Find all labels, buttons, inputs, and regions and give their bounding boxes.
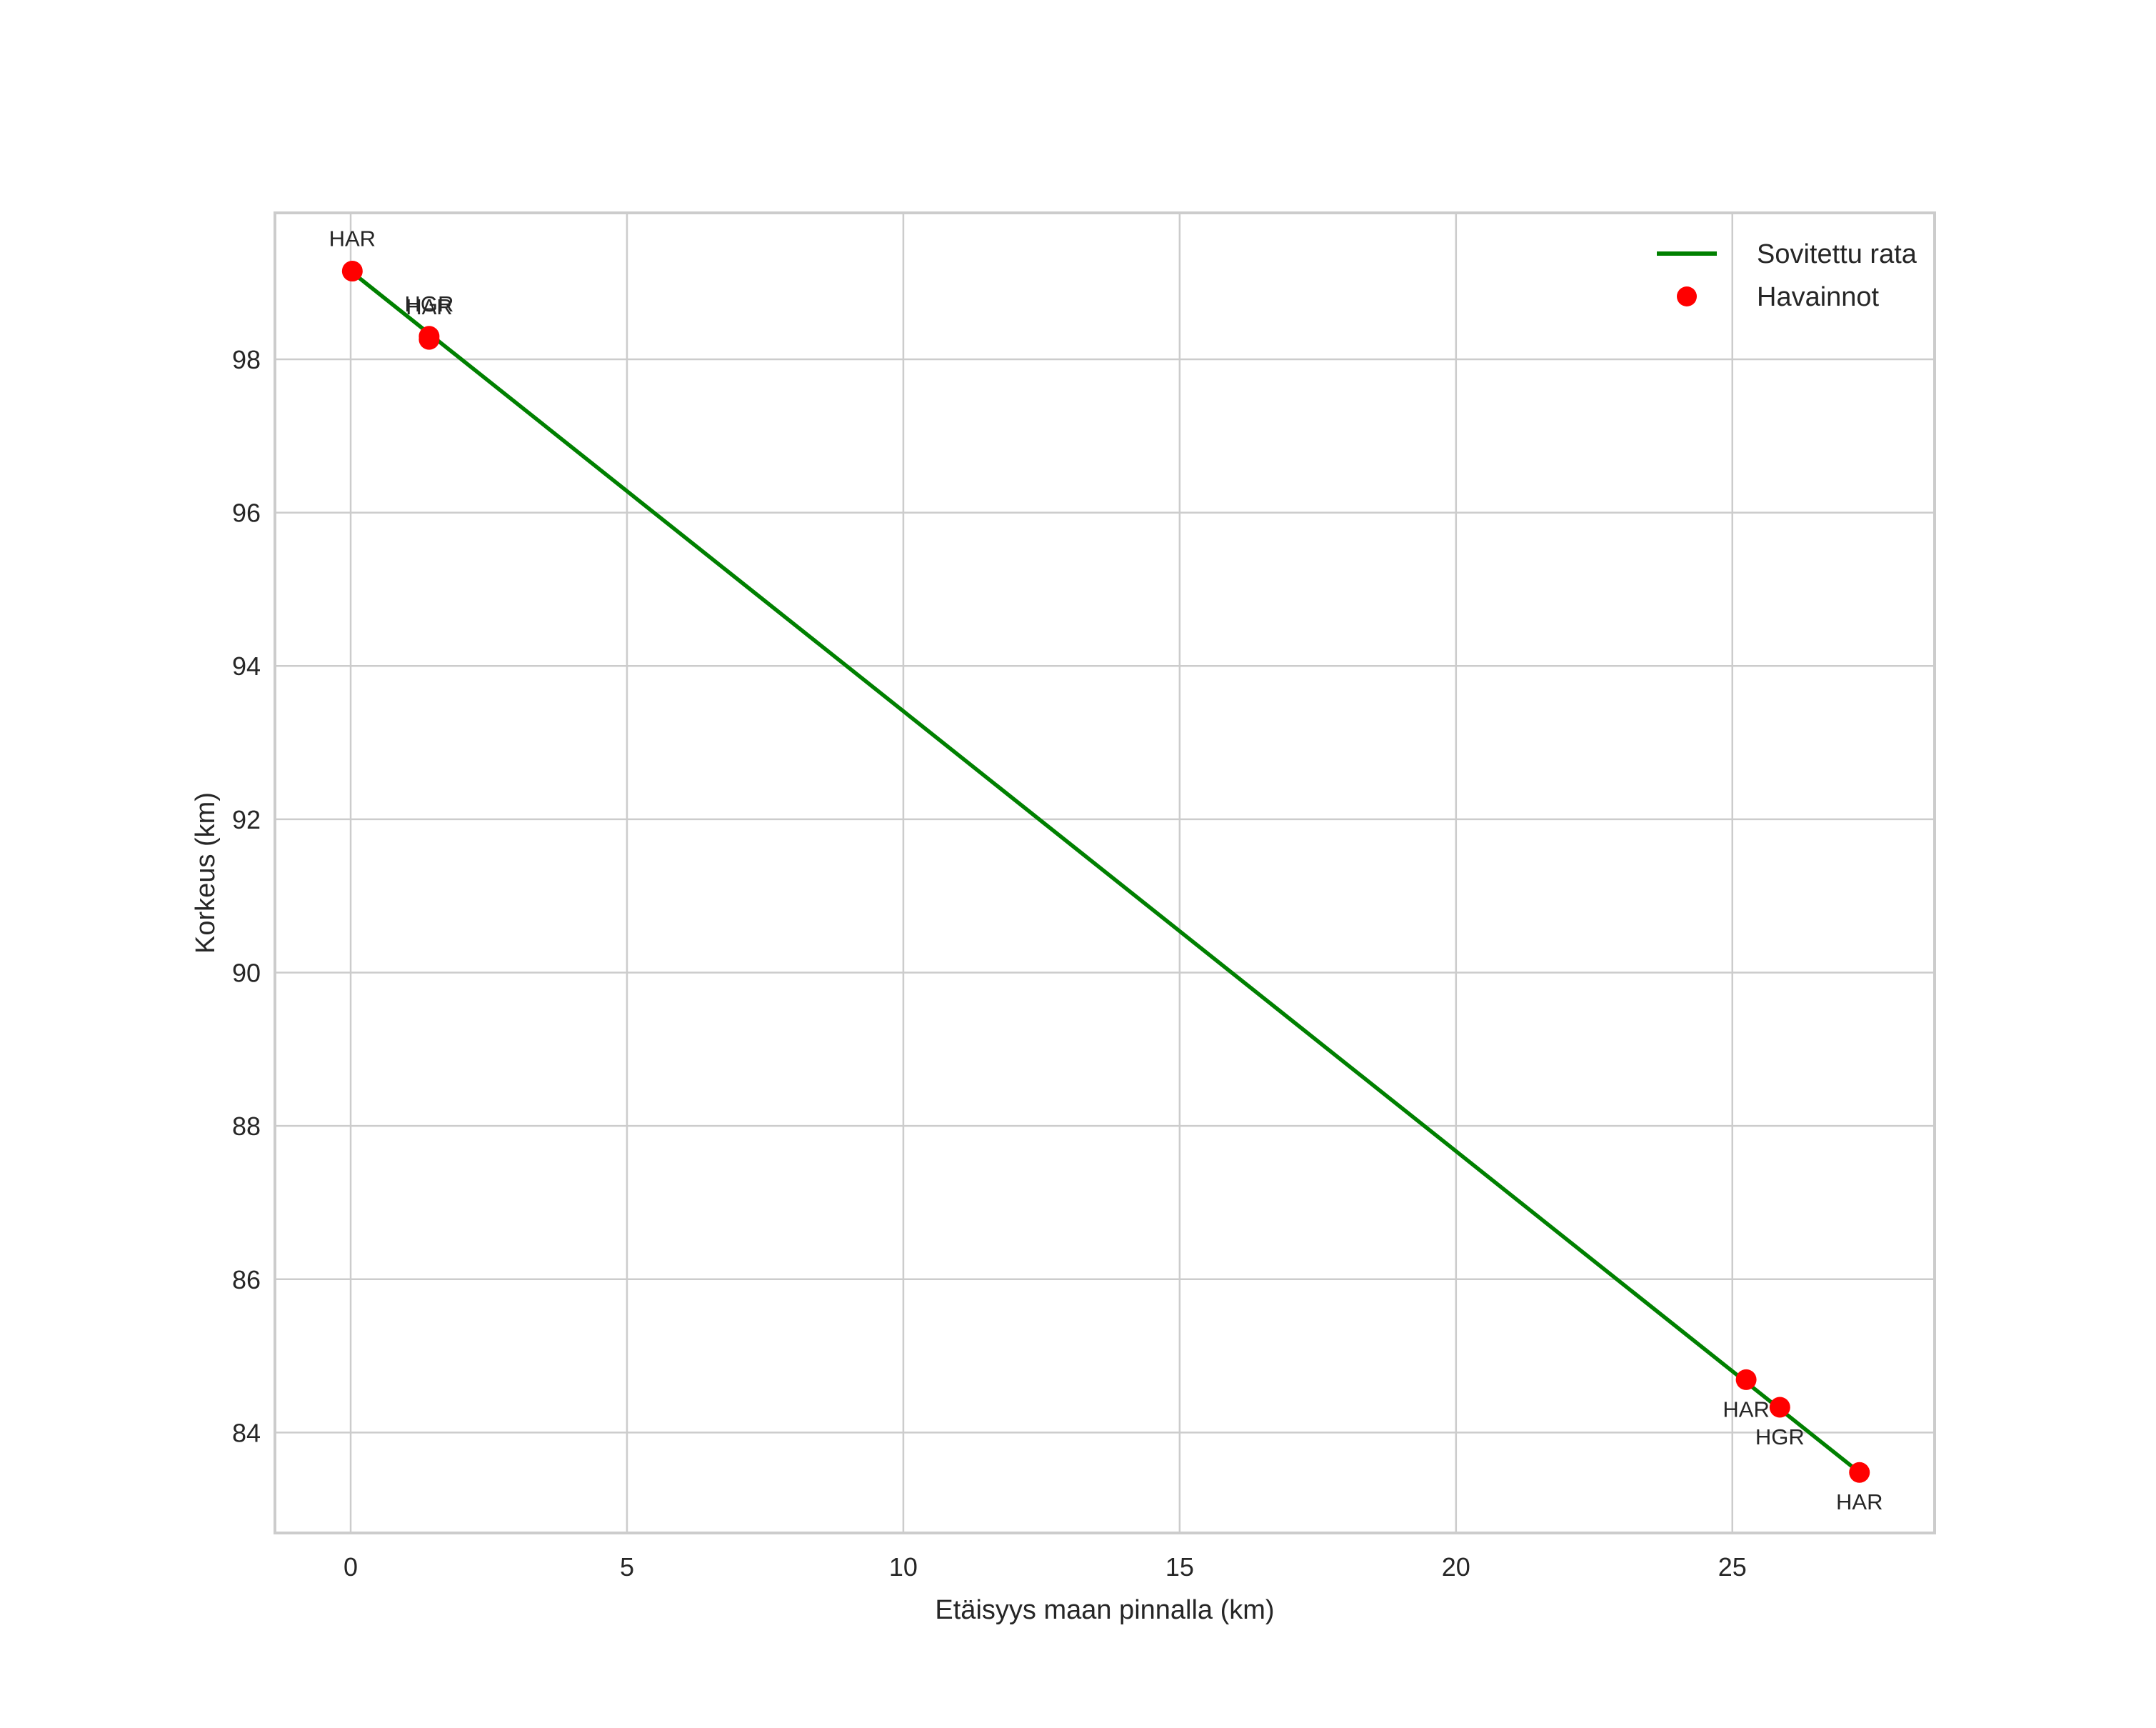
y-tick-label: 96: [232, 499, 261, 528]
legend-item-fitted-trajectory: Sovitettu rata: [1657, 239, 1917, 269]
observation-station-label: HAR: [329, 226, 376, 251]
x-tick-label: 0: [344, 1552, 358, 1582]
observation-points: [341, 261, 1870, 1483]
legend: Sovitettu rata Havainnot: [1657, 239, 1917, 312]
legend-label: Havainnot: [1757, 282, 1880, 312]
x-tick-labels: 0 5 10 15 20 25: [344, 1552, 1747, 1582]
fitted-trajectory-line: [349, 269, 1861, 1474]
legend-dot-icon: [1677, 286, 1697, 306]
y-tick-label: 90: [232, 959, 261, 988]
observation-point: [1849, 1462, 1870, 1483]
observation-point: [341, 261, 363, 282]
y-tick-label: 92: [232, 805, 261, 834]
x-axis-label: Etäisyys maan pinnalla (km): [935, 1595, 1274, 1625]
y-tick-label: 84: [232, 1418, 261, 1447]
axes-frame: [274, 211, 1936, 1534]
y-tick-label: 88: [232, 1112, 261, 1141]
x-tick-label: 20: [1442, 1552, 1470, 1582]
y-tick-label: 94: [232, 651, 261, 681]
legend-item-observations: Havainnot: [1677, 282, 1880, 312]
x-tick-label: 25: [1718, 1552, 1747, 1582]
y-axis-label: Korkeus (km): [191, 792, 221, 954]
observation-point: [1769, 1397, 1790, 1418]
y-tick-labels: 84 86 88 90 92 94 96 98: [232, 345, 261, 1447]
y-tick-label: 98: [232, 345, 261, 374]
y-gridlines: [275, 358, 1935, 1434]
x-tick-label: 5: [620, 1552, 634, 1582]
observation-station-label: HAR: [1723, 1397, 1769, 1422]
observation-point: [1735, 1369, 1757, 1390]
observation-station-label: HGR: [1755, 1424, 1805, 1449]
observation-station-label: HGR: [404, 291, 453, 316]
legend-label: Sovitettu rata: [1757, 239, 1917, 269]
observation-station-label: HAR: [1836, 1489, 1882, 1514]
y-tick-label: 86: [232, 1265, 261, 1294]
x-tick-label: 10: [889, 1552, 918, 1582]
x-gridlines: [349, 213, 1734, 1533]
x-tick-label: 15: [1165, 1552, 1194, 1582]
observation-point: [418, 329, 440, 350]
fitted-trajectory-path: [349, 269, 1861, 1474]
observation-station-label: HAR: [406, 294, 452, 319]
